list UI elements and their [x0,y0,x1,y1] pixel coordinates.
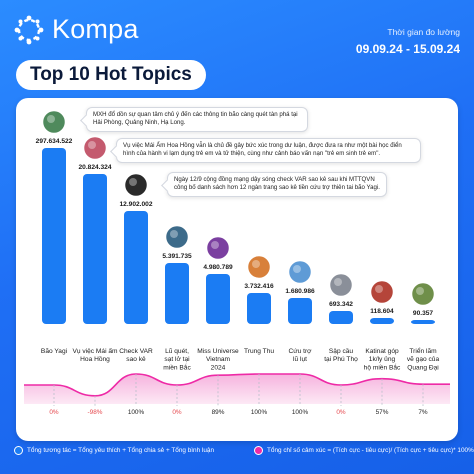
value-label: 20.824.324 [78,164,111,171]
bar [288,298,312,324]
legend-text: Tổng chỉ số cảm xúc = (Tích cực - tiêu c… [267,447,474,454]
topic-thumbnail-highlight [416,287,424,295]
measurement-period: Thời gian đo lường 09.09.24 - 15.09.24 [356,27,460,56]
topic-thumbnail-highlight [252,260,260,268]
category-label: Check VAR [119,348,153,355]
category-label: Trung Thu [244,348,274,355]
sentiment-label: 0% [49,409,59,416]
category-label: Vụ việc Mái ấm [72,346,118,355]
category-label: Katinat góp [365,348,399,355]
topic-thumbnail [246,254,272,280]
sentiment-label: 100% [292,409,309,416]
sentiment-label: 0% [336,409,346,416]
category-label: sạt lở tại [164,355,190,363]
page-title: Top 10 Hot Topics [16,60,206,90]
bar [206,274,230,324]
callout-text: MXH đổ dồn sự quan tâm chủ ý đến các thô… [93,111,298,127]
topic-thumbnail-highlight [129,178,137,186]
category-label: 1k/ly ủng [369,355,396,363]
kompa-logo: Kompa [14,14,139,45]
category-label: lũ lụt [293,356,307,363]
category-label: Vietnam [206,356,231,363]
sentiment-label: -98% [88,409,103,416]
sentiment-label: 100% [128,409,145,416]
sentiment-label: 7% [418,409,428,416]
topic-thumbnail-highlight [88,141,96,149]
sentiment-label: 57% [376,409,389,416]
sentiment-label: 0% [172,409,182,416]
category-label: miền Bắc [163,362,191,371]
category-label: Miss Universe [197,348,239,355]
bar [124,211,148,324]
topic-thumbnail [369,279,395,305]
bar [329,311,353,324]
chart-card: 297.634.522 Bão Yagi 20.824.324 Vụ việc Mái… [16,98,458,441]
topic-thumbnail [164,224,190,250]
category-label: Quang Đại [407,364,439,371]
value-label: 693.342 [329,301,353,308]
period-range: 09.09.24 - 15.09.24 [355,42,460,56]
sentiment-area [24,374,450,404]
category-label: vẽ gạo của [407,355,440,363]
topic-thumbnail-highlight [170,230,178,238]
callout-text: Ngày 12/9 cộng đồng mạng dậy sóng check … [174,176,380,192]
category-label: 2024 [211,364,226,371]
topic-thumbnail [287,259,313,285]
bar [42,148,66,324]
value-label: 90.357 [413,310,434,317]
legend-text: Tổng tương tác = Tổng yêu thích + Tổng c… [27,447,215,454]
category-label: Cứu trợ [288,348,312,355]
topic-thumbnail-highlight [211,241,219,249]
value-label: 12.902.002 [119,201,152,208]
brand-name: Kompa [52,14,139,44]
category-label: tại Phú Thọ [324,356,358,363]
category-label: Bão Yagi [41,348,68,355]
bar [83,174,107,324]
category-label: sao kê [126,356,146,363]
bar [411,320,435,324]
sentiment-label: 100% [251,409,268,416]
topic-thumbnail [410,281,436,307]
topic-thumbnail [205,235,231,261]
category-label: hộ miền Bắc [364,362,401,371]
chart-svg: 297.634.522 Bão Yagi 20.824.324 Vụ việc Mái… [24,109,450,416]
category-label: Sập cầu [329,346,354,355]
value-label: 4.980.789 [203,264,233,271]
value-label: 3.732.416 [244,283,274,290]
topic-thumbnail [41,109,67,135]
legend-dot-pink [254,446,263,455]
value-label: 118.604 [370,308,394,315]
bar [247,293,271,324]
topic-thumbnail [123,172,149,198]
topic-thumbnail-highlight [47,115,55,123]
sentiment-label: 89% [212,409,225,416]
topic-thumbnail-highlight [334,278,342,286]
value-label: 1.680.986 [285,288,315,295]
kompa-logo-icon [14,15,44,44]
value-label: 5.391.735 [162,253,192,260]
period-label: Thời gian đo lường [387,27,460,37]
value-label: 297.634.522 [36,138,73,145]
legend-sentiment: Tổng chỉ số cảm xúc = (Tích cực - tiêu c… [254,446,474,455]
legend-interactions: Tổng tương tác = Tổng yêu thích + Tổng c… [14,446,214,455]
topic-thumbnail [328,272,354,298]
sentiment-line [24,373,450,397]
legend-dot-blue [14,446,23,455]
callout-bao-yagi: MXH đổ dồn sự quan tâm chủ ý đến các thô… [86,107,308,132]
callout-mai-am-hoa-hong: Vụ việc Mái Ấm Hoa Hồng vẫn là chủ đề gâ… [116,138,421,163]
callout-text: Vụ việc Mái Ấm Hoa Hồng vẫn là chủ đề gâ… [123,142,402,158]
bar [370,318,394,324]
category-label: Lũ quét, [165,348,189,355]
topic-thumbnail-highlight [293,265,301,273]
callout-check-var: Ngày 12/9 cộng đồng mạng dậy sóng check … [167,172,387,197]
topic-thumbnail [82,135,108,161]
category-label: Triển lãm [409,347,437,355]
category-label: Hoa Hồng [80,354,110,363]
topic-thumbnail-highlight [375,285,383,293]
bar [165,263,189,324]
